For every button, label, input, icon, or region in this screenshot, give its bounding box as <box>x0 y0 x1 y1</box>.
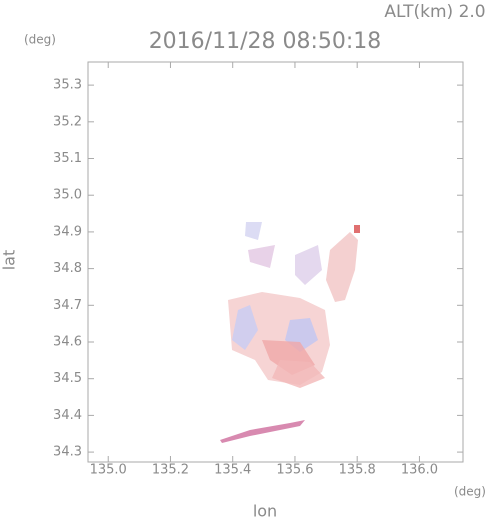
echo-region <box>232 305 258 350</box>
y-tick-label: 34.7 <box>53 298 82 313</box>
y-tick-label: 34.4 <box>53 408 82 423</box>
y-tick-label: 35.3 <box>53 78 82 93</box>
y-unit: (deg) <box>24 33 56 47</box>
plot-frame <box>87 61 464 463</box>
x-tick-label: 135.6 <box>276 463 313 478</box>
x-axis-label: lon <box>253 502 277 521</box>
y-tick-label: 35.0 <box>53 188 82 203</box>
echo-region <box>245 222 262 240</box>
altitude-label: ALT(km) 2.0 <box>384 2 485 22</box>
y-tick-label: 35.2 <box>53 114 82 129</box>
echo-region <box>248 245 275 268</box>
y-tick-label: 34.9 <box>53 224 82 239</box>
x-unit: (deg) <box>454 485 486 499</box>
timestamp: 2016/11/28 08:50:18 <box>149 29 382 54</box>
y-axis-label: lat <box>0 250 19 271</box>
x-tick-label: 135.8 <box>339 463 376 478</box>
y-tick-label: 34.8 <box>53 261 82 276</box>
x-tick-label: 136.0 <box>401 463 438 478</box>
echo-region <box>295 245 322 285</box>
x-tick-label: 135.0 <box>90 463 127 478</box>
y-tick-label: 35.1 <box>53 151 82 166</box>
x-tick-label: 135.4 <box>214 463 251 478</box>
echo-region <box>220 420 305 443</box>
y-tick-label: 34.6 <box>53 335 82 350</box>
echo-region <box>272 360 325 388</box>
y-tick-label: 34.5 <box>53 371 82 386</box>
y-tick-label: 34.3 <box>53 445 82 460</box>
echo-region <box>326 232 358 302</box>
echo-region <box>354 225 360 233</box>
radar-echo <box>220 222 360 443</box>
x-tick-label: 135.2 <box>152 463 189 478</box>
